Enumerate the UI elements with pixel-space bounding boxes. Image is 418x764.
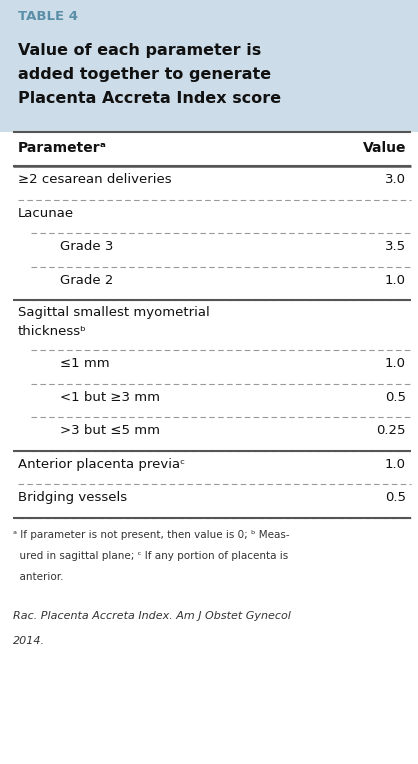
Text: Lacunae: Lacunae xyxy=(18,207,74,220)
Text: ≥2 cesarean deliveries: ≥2 cesarean deliveries xyxy=(18,173,172,186)
Text: ≤1 mm: ≤1 mm xyxy=(43,358,110,371)
Bar xyxy=(0,233,418,267)
Bar xyxy=(0,267,418,300)
Text: 2014.: 2014. xyxy=(13,636,45,646)
Text: TABLE 4: TABLE 4 xyxy=(18,10,78,23)
Text: 0.5: 0.5 xyxy=(385,491,406,504)
Text: Grade 3: Grade 3 xyxy=(43,241,113,254)
Bar xyxy=(0,132,418,167)
Bar xyxy=(0,417,418,451)
Text: anterior.: anterior. xyxy=(13,572,64,582)
Text: Value: Value xyxy=(362,141,406,155)
Text: Rac. Placenta Accreta Index. Am J Obstet Gynecol: Rac. Placenta Accreta Index. Am J Obstet… xyxy=(13,611,291,621)
Text: >3 but ≤5 mm: >3 but ≤5 mm xyxy=(43,425,160,438)
Text: Value of each parameter is: Value of each parameter is xyxy=(18,44,261,59)
Text: thicknessᵇ: thicknessᵇ xyxy=(18,325,87,338)
Text: 1.0: 1.0 xyxy=(385,358,406,371)
Bar xyxy=(0,451,418,484)
Text: 3.0: 3.0 xyxy=(385,173,406,186)
Text: 1.0: 1.0 xyxy=(385,274,406,287)
Bar xyxy=(0,0,418,132)
Bar xyxy=(0,167,418,200)
Bar xyxy=(0,384,418,417)
Bar xyxy=(0,300,418,351)
Bar xyxy=(0,200,418,233)
Text: 0.5: 0.5 xyxy=(385,391,406,404)
Text: 3.5: 3.5 xyxy=(385,241,406,254)
Text: 0.25: 0.25 xyxy=(377,425,406,438)
Text: Anterior placenta previaᶜ: Anterior placenta previaᶜ xyxy=(18,458,185,471)
Text: <1 but ≥3 mm: <1 but ≥3 mm xyxy=(43,391,160,404)
Bar xyxy=(0,351,418,384)
Text: 1.0: 1.0 xyxy=(385,458,406,471)
Text: ured in sagittal plane; ᶜ If any portion of placenta is: ured in sagittal plane; ᶜ If any portion… xyxy=(13,551,288,561)
Text: added together to generate: added together to generate xyxy=(18,67,271,83)
Text: Parameterᵃ: Parameterᵃ xyxy=(18,141,107,155)
Text: Grade 2: Grade 2 xyxy=(43,274,113,287)
Text: Placenta Accreta Index score: Placenta Accreta Index score xyxy=(18,92,281,106)
Text: Bridging vessels: Bridging vessels xyxy=(18,491,127,504)
Bar xyxy=(0,484,418,518)
Text: ᵃ If parameter is not present, then value is 0; ᵇ Meas-: ᵃ If parameter is not present, then valu… xyxy=(13,530,290,540)
Text: Sagittal smallest myometrial: Sagittal smallest myometrial xyxy=(18,306,210,319)
